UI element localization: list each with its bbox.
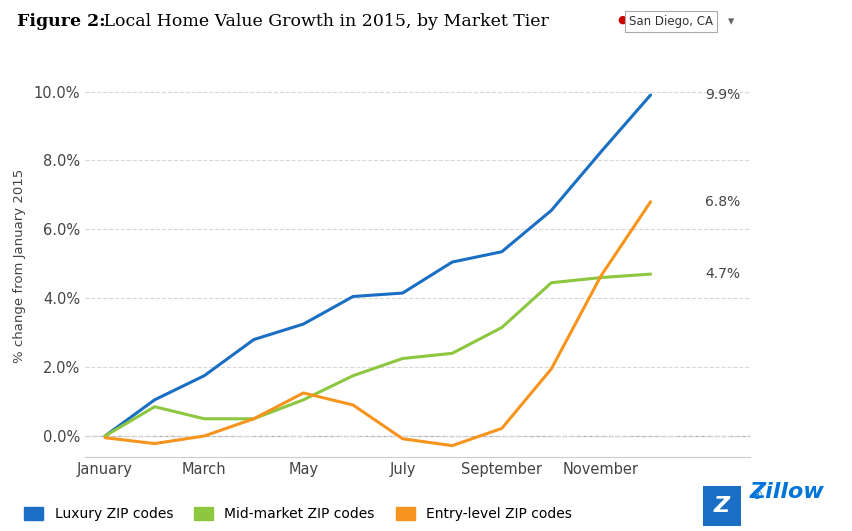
Text: ▾: ▾ — [728, 15, 734, 28]
Y-axis label: % change from January 2015: % change from January 2015 — [13, 168, 26, 363]
Text: 6.8%: 6.8% — [705, 195, 740, 209]
Text: ®: ® — [750, 489, 763, 502]
Legend: Luxury ZIP codes, Mid-market ZIP codes, Entry-level ZIP codes: Luxury ZIP codes, Mid-market ZIP codes, … — [24, 508, 572, 521]
Text: San Diego, CA: San Diego, CA — [629, 15, 713, 28]
Text: 4.7%: 4.7% — [705, 267, 740, 281]
Text: Local Home Value Growth in 2015, by Market Tier: Local Home Value Growth in 2015, by Mark… — [98, 13, 549, 30]
Text: 9.9%: 9.9% — [705, 88, 740, 102]
Text: Zillow: Zillow — [750, 482, 825, 502]
Text: ●: ● — [618, 15, 627, 25]
Text: Figure 2:: Figure 2: — [17, 13, 106, 30]
Text: Z: Z — [714, 496, 730, 516]
